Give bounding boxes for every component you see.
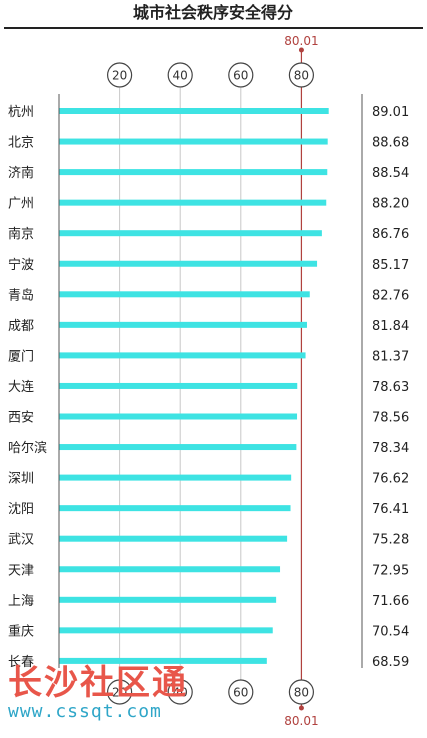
bar-18 [59,627,273,634]
category-label-19: 长春 [8,655,34,670]
tick-label-20-top: 20 [112,69,127,83]
category-label-7: 青岛 [8,287,34,303]
tick-label-80-top: 80 [294,69,309,83]
category-label-18: 重庆 [8,623,34,639]
bar-19 [59,657,267,664]
category-label-14: 沈阳 [8,502,34,517]
value-labels: 89.01 88.68 88.54 88.20 86.76 85.17 82.76 81.84… [372,105,409,670]
reference-label-bottom: 80.01 [284,714,318,728]
value-label-12: 78.34 [372,441,409,456]
watermark-title: 长沙社区通 [8,663,188,703]
reference-dot-bottom [298,705,304,711]
tick-circle-60-top [228,62,254,88]
tick-circle-40-top [167,62,193,88]
tick-label-60-top: 60 [233,69,248,83]
tick-label-80-bottom: 80 [294,686,309,700]
category-label-10: 大连 [8,379,34,395]
category-label-3: 济南 [8,165,34,181]
reference-label-top: 80.01 [284,34,318,48]
value-label-16: 72.95 [372,563,409,578]
value-label-7: 82.76 [372,288,409,303]
bar-17 [59,596,277,603]
category-label-16: 天津 [8,563,34,578]
tick-label-40-bottom: 40 [173,686,188,700]
bar-14 [59,505,291,512]
tick-labels: 20 20 40 40 60 60 80 80 [106,62,314,705]
bars [59,108,329,664]
tick-circle-40-bottom [167,679,193,705]
tick-label-20-bottom: 20 [112,686,127,700]
tick-circle-20-top [106,62,133,88]
tick-label-60-bottom: 60 [233,686,248,700]
tick-circle-60-bottom [228,679,254,705]
bar-6 [59,260,318,267]
category-label-8: 成都 [8,319,34,334]
tick-circle-80-bottom [288,679,314,705]
category-label-6: 宁波 [8,257,34,273]
bar-10 [59,382,298,389]
bar-2 [59,138,328,145]
category-label-4: 广州 [8,197,34,212]
value-label-15: 75.28 [372,533,409,548]
watermark-url: www.cssqt.com [8,701,162,722]
value-label-3: 88.54 [372,166,409,181]
value-label-8: 81.84 [372,319,409,334]
category-label-12: 哈尔滨 [8,440,47,456]
category-label-2: 北京 [8,136,34,151]
watermark: 长沙社区通 www.cssqt.com [8,664,188,722]
value-label-9: 81.37 [372,349,409,364]
category-label-15: 武汉 [8,533,34,548]
tick-circle-20-bottom [106,679,133,705]
bar-3 [59,169,328,176]
bar-16 [59,566,281,573]
chart-title: 城市社会秩序安全得分 [133,3,293,22]
value-label-6: 85.17 [372,258,409,273]
bar-1 [59,108,329,114]
value-label-18: 70.54 [372,624,409,639]
value-label-1: 89.01 [372,105,409,120]
value-label-10: 78.63 [372,380,409,395]
value-label-2: 88.68 [372,136,409,151]
bar-5 [59,230,322,237]
frame [4,27,423,668]
value-label-13: 76.62 [372,472,409,487]
bar-12 [59,444,297,451]
bar-8 [59,321,307,328]
bar-11 [59,413,298,420]
bar-9 [59,352,306,359]
value-label-5: 86.76 [372,227,409,242]
bar-15 [59,535,288,542]
reference-line-group: 80.01 80.01 [284,34,318,728]
value-label-19: 68.59 [372,655,409,670]
bar-13 [59,474,292,481]
tick-label-40-top: 40 [173,69,188,83]
category-label-11: 西安 [8,411,34,426]
category-label-1: 杭州 [8,105,34,120]
category-label-9: 厦门 [8,349,34,364]
bar-7 [59,291,310,298]
reference-dot-top [298,47,304,53]
value-label-4: 88.20 [372,197,409,212]
category-label-17: 上海 [8,594,34,609]
value-label-17: 71.66 [372,594,409,609]
category-label-5: 南京 [8,226,34,242]
category-label-13: 深圳 [8,472,34,487]
value-label-14: 76.41 [372,502,409,517]
value-label-11: 78.56 [372,411,409,426]
tick-circle-80-top [288,62,314,88]
bar-4 [59,199,327,206]
